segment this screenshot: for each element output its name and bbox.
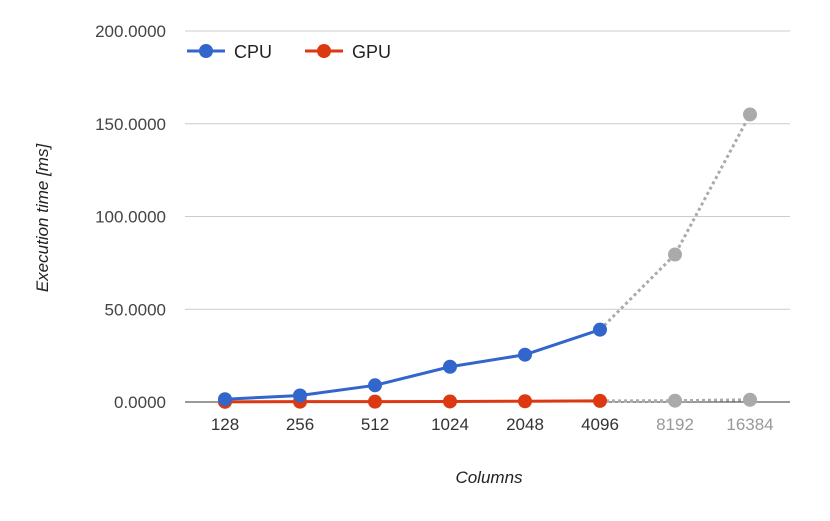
cpu-point <box>593 322 607 337</box>
gpu-point <box>743 392 757 407</box>
x-tick-label: 4096 <box>581 415 619 434</box>
series <box>218 107 757 409</box>
y-tick-label: 50.0000 <box>105 300 166 319</box>
gpu-projection-line <box>599 398 751 403</box>
cpu-point <box>368 378 382 393</box>
grid <box>185 30 790 403</box>
x-tick-label: 8192 <box>656 415 694 434</box>
gpu-point <box>368 394 382 409</box>
legend-item-cpu: CPU <box>187 42 272 62</box>
cpu-point <box>293 388 307 403</box>
cpu-projection-line <box>598 113 752 331</box>
cpu-point <box>443 359 457 374</box>
legend: CPU GPU <box>187 42 391 62</box>
cpu-series <box>218 107 757 407</box>
gpu-line <box>224 399 601 404</box>
y-axis-ticks: 0.0000 50.0000 100.0000 150.0000 200.0000 <box>95 22 166 412</box>
x-tick-label: 16384 <box>726 415 773 434</box>
y-tick-label: 100.0000 <box>95 208 166 227</box>
legend-item-gpu: GPU <box>305 42 391 62</box>
gpu-point <box>593 393 607 408</box>
gpu-series <box>218 392 757 409</box>
gpu-point <box>443 394 457 409</box>
cpu-point <box>518 347 532 362</box>
y-axis-title: Execution time [ms] <box>33 143 52 293</box>
x-tick-label: 2048 <box>506 415 544 434</box>
cpu-point <box>668 247 682 262</box>
gpu-point <box>518 394 532 409</box>
y-tick-label: 0.0000 <box>114 393 166 412</box>
legend-label-gpu: GPU <box>352 42 391 62</box>
legend-label-cpu: CPU <box>234 42 272 62</box>
x-tick-label: 1024 <box>431 415 469 434</box>
x-axis-title: Columns <box>455 468 523 487</box>
y-tick-label: 150.0000 <box>95 115 166 134</box>
y-tick-label: 200.0000 <box>95 22 166 41</box>
x-tick-label: 256 <box>286 415 314 434</box>
legend-marker-gpu <box>317 44 331 58</box>
x-tick-label: 512 <box>361 415 389 434</box>
legend-marker-cpu <box>199 44 213 58</box>
cpu-line <box>224 328 601 401</box>
cpu-point <box>743 107 757 122</box>
cpu-point <box>218 392 232 407</box>
x-tick-label: 128 <box>211 415 239 434</box>
gpu-point <box>668 393 682 408</box>
x-axis-ticks: 128 256 512 1024 2048 4096 8192 16384 <box>211 415 774 434</box>
